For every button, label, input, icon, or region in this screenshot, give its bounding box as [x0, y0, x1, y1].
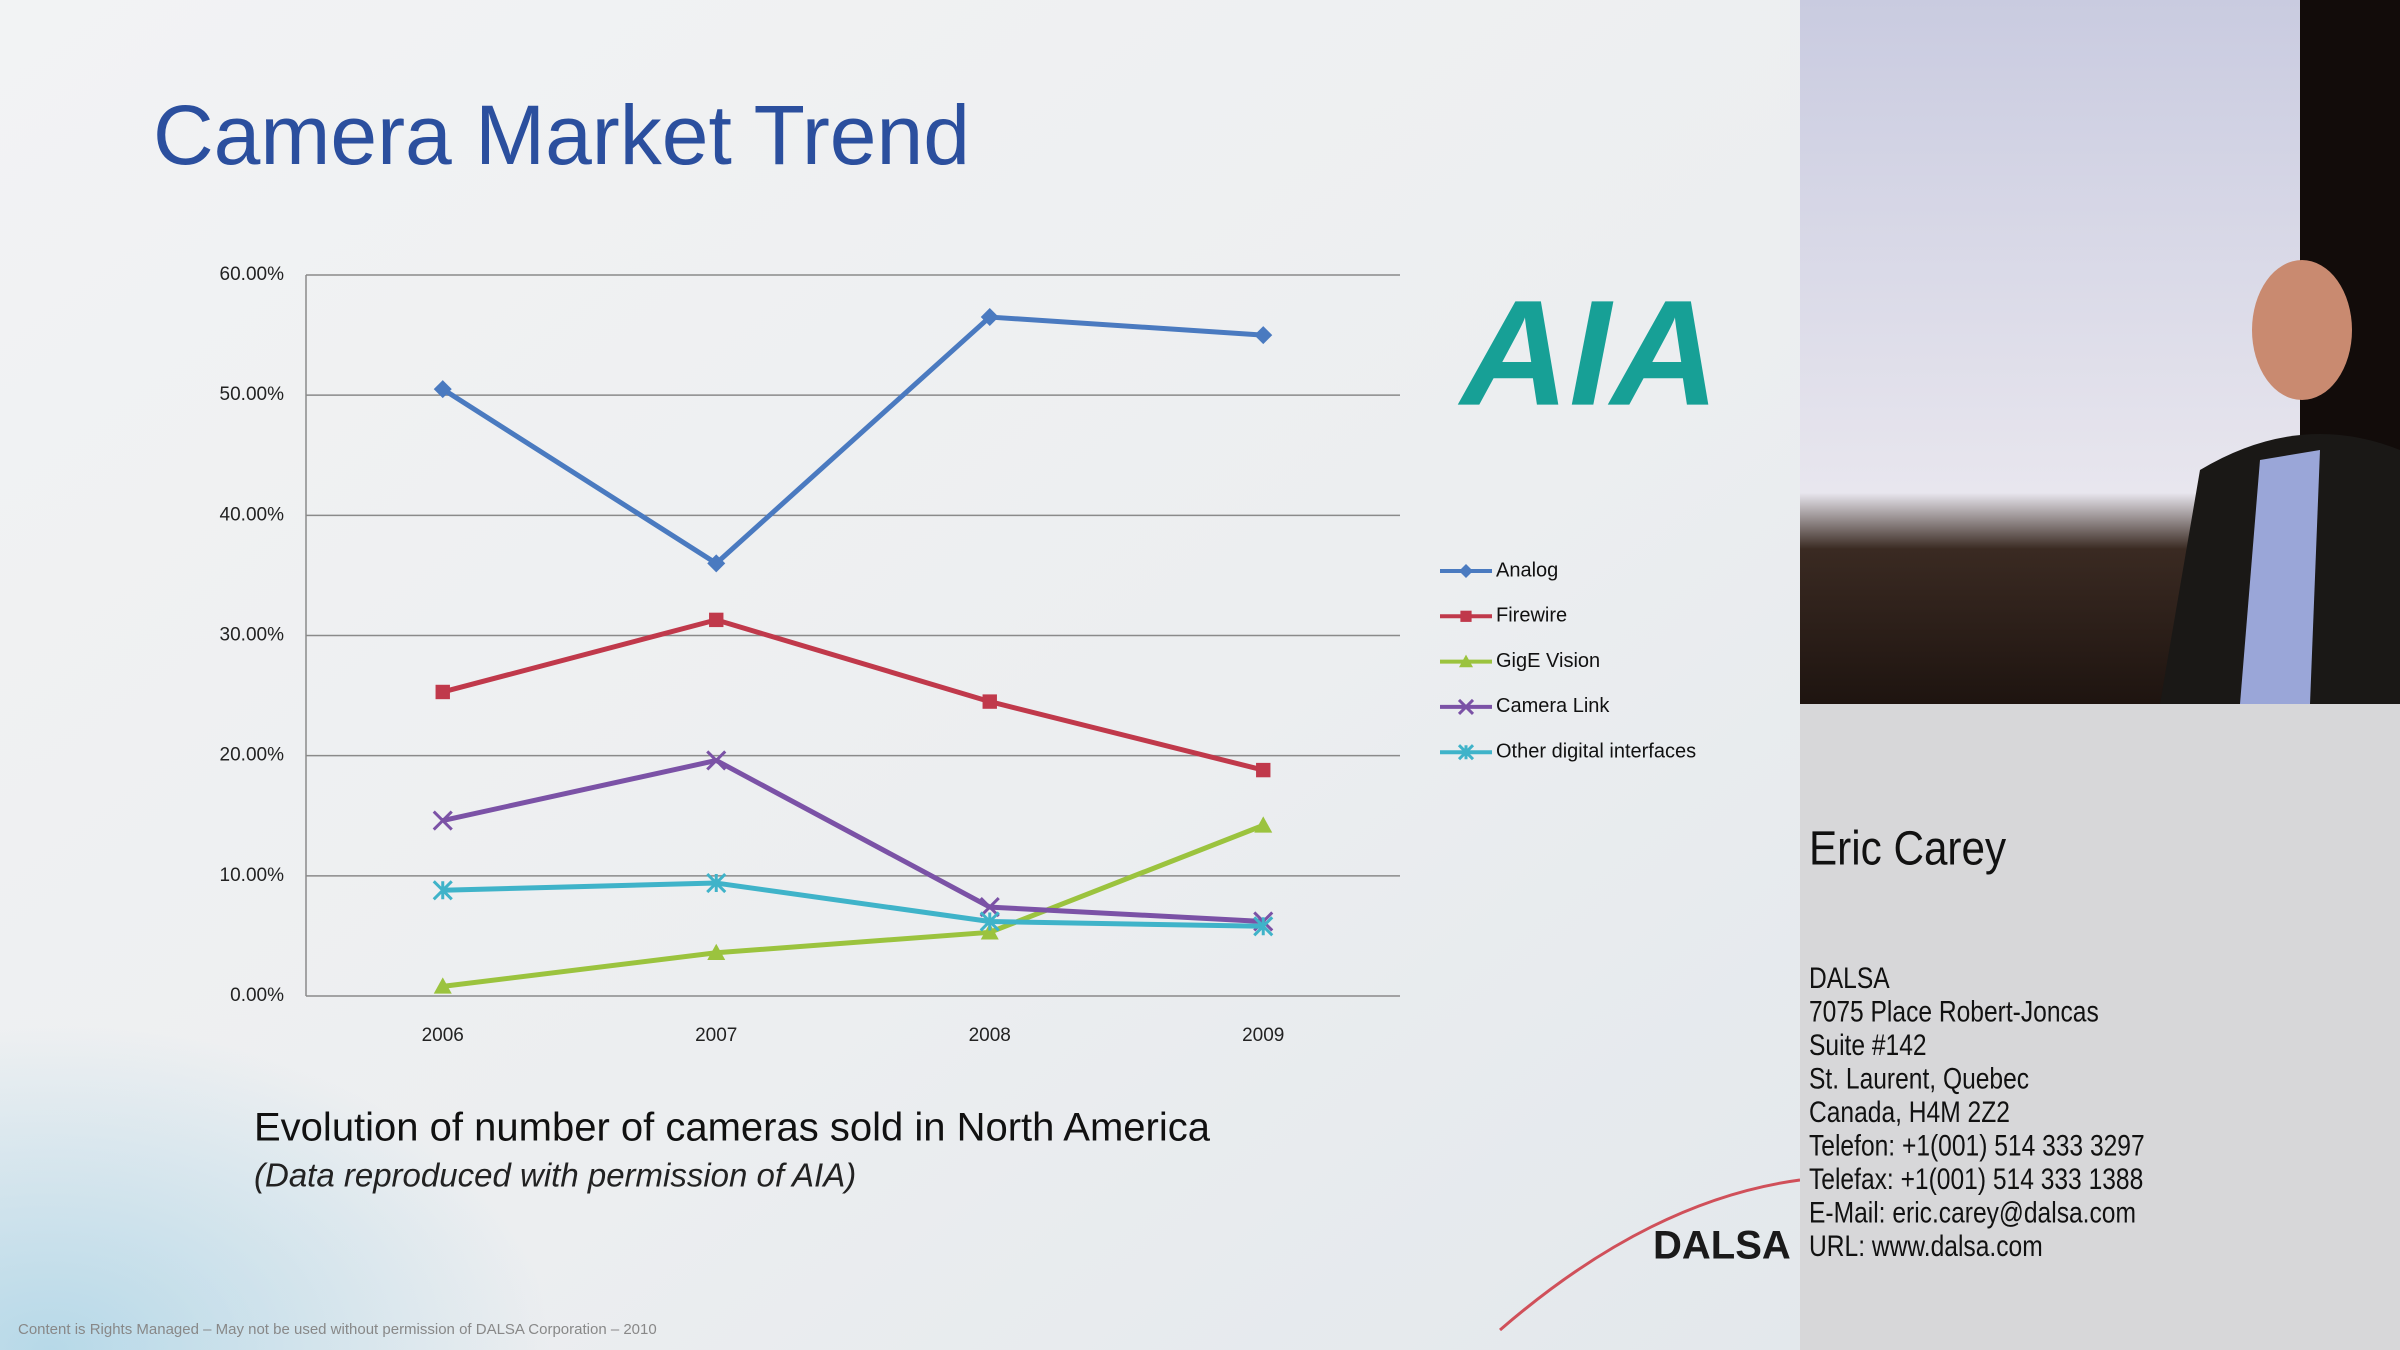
address-line: 7075 Place Robert-Joncas — [1809, 994, 2099, 1028]
data-point — [432, 810, 453, 831]
data-point — [433, 380, 452, 399]
address-line: URL: www.dalsa.com — [1809, 1229, 2043, 1263]
slide-title: Camera Market Trend — [153, 88, 970, 182]
address-line: Suite #142 — [1809, 1028, 1927, 1062]
address-line: DALSA — [1809, 961, 1890, 995]
address-line: E-Mail: eric.carey@dalsa.com — [1809, 1195, 2136, 1229]
legend-marker — [1459, 564, 1473, 578]
data-point — [707, 943, 726, 960]
address-line: Canada, H4M 2Z2 — [1809, 1095, 2010, 1129]
x-tick-label: 2007 — [695, 1025, 737, 1046]
data-point — [706, 872, 727, 894]
x-tick-label: 2008 — [969, 1025, 1011, 1046]
series-line — [442, 880, 1264, 929]
data-point — [1256, 762, 1271, 778]
data-point — [707, 554, 726, 573]
data-point — [433, 977, 452, 994]
data-point — [1253, 916, 1274, 937]
footer: Content is Rights Managed – May not be u… — [18, 1321, 657, 1338]
data-point — [979, 911, 1000, 932]
legend-marker — [1457, 698, 1475, 715]
data-point — [1254, 816, 1273, 833]
series-line — [442, 617, 1264, 773]
legend-label: Analog — [1496, 559, 1558, 581]
address-line: Telefax: +1(001) 514 333 1388 — [1809, 1162, 2143, 1196]
y-tick-label: 0.00% — [230, 985, 284, 1006]
aia-logo: AIA — [1457, 269, 1719, 437]
data-point — [980, 923, 999, 940]
chart-subtitle: Evolution of number of cameras sold in N… — [254, 1106, 1211, 1150]
speaker-head — [2252, 260, 2352, 400]
y-tick-label: 30.00% — [220, 625, 285, 646]
dalsa-logo: DALSA — [1653, 1224, 1791, 1268]
legend-label: Firewire — [1496, 605, 1567, 627]
address-line: Telefon: +1(001) 514 333 3297 — [1809, 1128, 2145, 1162]
y-tick-label: 50.00% — [220, 384, 285, 405]
legend-marker — [1459, 654, 1473, 668]
data-point — [435, 684, 450, 700]
address-line: St. Laurent, Quebec — [1809, 1061, 2029, 1095]
y-tick-label: 20.00% — [220, 745, 285, 766]
y-tick-label: 40.00% — [220, 504, 285, 525]
series-line — [442, 823, 1265, 989]
info-panel — [1800, 704, 2400, 1350]
chart-caption: (Data reproduced with permission of AIA) — [254, 1157, 856, 1194]
x-tick-label: 2009 — [1242, 1025, 1284, 1046]
y-tick-label: 60.00% — [220, 264, 285, 285]
data-point — [709, 612, 724, 628]
legend-label: Other digital interfaces — [1496, 740, 1696, 762]
speaker-name: Eric Carey — [1809, 821, 2006, 875]
legend-marker — [1457, 744, 1475, 761]
data-point — [980, 308, 999, 327]
legend-label: Camera Link — [1496, 695, 1610, 717]
data-point — [432, 880, 453, 901]
data-point — [982, 694, 997, 709]
legend-label: GigE Vision — [1496, 650, 1600, 672]
slide-swirl — [0, 700, 1000, 1350]
speaker-shirt — [2240, 450, 2320, 704]
data-point — [706, 750, 727, 771]
y-tick-label: 10.00% — [220, 865, 285, 886]
series-line — [441, 314, 1264, 566]
slide-decoration — [1499, 1178, 1801, 1332]
legend-marker — [1460, 610, 1472, 622]
data-point — [1254, 326, 1273, 345]
data-point — [979, 897, 1000, 918]
x-tick-label: 2006 — [422, 1025, 464, 1046]
series-line — [442, 757, 1264, 924]
